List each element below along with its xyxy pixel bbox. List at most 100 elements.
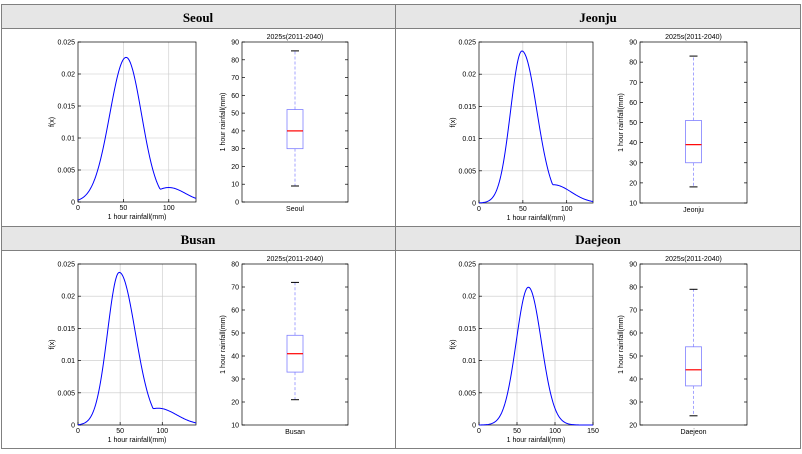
iqr-box — [685, 346, 702, 387]
x-tick-label: 100 — [156, 428, 168, 435]
x-tick-label: 50 — [116, 428, 124, 435]
box-y-tick-label: 60 — [629, 100, 637, 107]
density-plot: 0 50 100 0 0.005 0.01 0.015 0.02 0.025 1 hour rai… — [49, 262, 197, 444]
box-y-tick-label: 90 — [629, 262, 637, 269]
y-tick-label: 0.01 — [462, 358, 476, 365]
box-title: 2025s(2011-2040) — [267, 34, 324, 41]
box-plot: 20 30 40 50 60 70 80 90 2025s(2011-2040) Daejeon 1… — [618, 256, 748, 436]
header-jeonju: Jeonju — [579, 10, 617, 25]
density-plot-frame — [478, 263, 594, 426]
panel-jeonju: 0 50 100 0 0.005 0.01 0.015 0.02 0.025 1 hour rai… — [450, 34, 748, 222]
y-tick-label: 0.025 — [458, 40, 476, 47]
box-y-tick-label: 80 — [231, 57, 239, 64]
density-plot: 0 50 100 0 0.005 0.01 0.015 0.02 0.025 1 hour rai… — [450, 40, 594, 222]
box-y-axis-label: 1 hour rainfall(mm) — [618, 315, 625, 374]
box-plot: 10 20 30 40 50 60 70 80 2025s(2011-2040) Busan 1 h… — [220, 256, 349, 436]
box-plot: 10 20 30 40 50 60 70 80 90 2025s(2011-2040) Jeonju… — [618, 34, 748, 214]
box-y-tick-label: 80 — [629, 60, 637, 67]
box-x-label: Jeonju — [683, 207, 704, 214]
panel-busan: 0 50 100 0 0.005 0.01 0.015 0.02 0.025 1 hour rai… — [49, 256, 349, 444]
y-tick-label: 0.005 — [458, 168, 476, 175]
box-y-tick-label: 40 — [231, 354, 239, 361]
box-y-tick-label: 60 — [629, 331, 637, 338]
x-tick-label: 150 — [587, 428, 599, 435]
x-tick-label: 0 — [76, 205, 80, 212]
box-x-label: Daejeon — [680, 429, 706, 436]
density-plot-frame — [478, 41, 594, 204]
header-seoul: Seoul — [183, 10, 214, 25]
x-tick-label: 50 — [519, 206, 527, 213]
header-cell-busan — [2, 227, 395, 250]
box-y-tick-label: 50 — [231, 111, 239, 118]
y-tick-label: 0.01 — [61, 358, 75, 365]
box-x-label: Busan — [285, 429, 305, 436]
density-plot-area — [479, 42, 593, 203]
panel-daejeon: 0 50 100 150 0 0.005 0.01 0.015 0.02 0.025 1 hour … — [450, 256, 748, 445]
box-y-tick-label: 10 — [231, 423, 239, 430]
y-tick-label: 0.01 — [462, 136, 476, 143]
x-tick-label: 0 — [477, 428, 481, 435]
box-y-axis-label: 1 hour rainfall(mm) — [220, 315, 227, 374]
y-tick-label: 0 — [472, 201, 476, 208]
y-tick-label: 0.02 — [462, 294, 476, 301]
density-x-axis-label: 1 hour rainfall(mm) — [108, 437, 167, 444]
x-tick-label: 0 — [76, 428, 80, 435]
box-y-tick-label: 60 — [231, 308, 239, 315]
box-plot: 0 10 20 30 40 50 60 70 80 90 2025s(2011-2040) Seoul… — [220, 34, 349, 213]
header-cell-daejeon — [396, 227, 800, 250]
header-cell-jeonju — [396, 5, 800, 28]
density-y-axis-label: f(x) — [450, 339, 457, 349]
box-y-tick-label: 30 — [231, 146, 239, 153]
density-curve — [478, 286, 593, 426]
density-y-axis-label: f(x) — [49, 339, 56, 349]
y-tick-label: 0.025 — [57, 262, 75, 269]
box-y-tick-label: 70 — [629, 308, 637, 315]
box-y-tick-label: 30 — [629, 160, 637, 167]
box-y-tick-label: 20 — [629, 180, 637, 187]
box-y-tick-label: 70 — [231, 75, 239, 82]
iqr-box — [286, 109, 304, 150]
x-tick-label: 100 — [163, 205, 175, 212]
density-plot: 0 50 100 150 0 0.005 0.01 0.015 0.02 0.025 1 hour … — [450, 262, 599, 445]
box-title: 2025s(2011-2040) — [267, 256, 324, 263]
box-x-label: Seoul — [286, 206, 304, 213]
density-curve — [478, 50, 594, 204]
density-plot: 0 50 100 0 0.005 0.01 0.015 0.02 0.025 1 hour rai… — [49, 40, 197, 221]
y-tick-label: 0.015 — [57, 104, 75, 111]
x-tick-label: 100 — [561, 206, 573, 213]
y-tick-label: 0.015 — [458, 104, 476, 111]
header-daejeon: Daejeon — [575, 232, 621, 247]
box-y-tick-label: 0 — [235, 200, 239, 207]
density-curve — [77, 56, 197, 201]
x-tick-label: 50 — [513, 428, 521, 435]
box-y-tick-label: 10 — [629, 201, 637, 208]
density-plot-area — [479, 264, 593, 425]
header-busan: Busan — [181, 232, 216, 247]
box-y-tick-label: 20 — [629, 423, 637, 430]
y-tick-label: 0.005 — [57, 390, 75, 397]
y-tick-label: 0.005 — [458, 390, 476, 397]
table-grid — [1, 4, 801, 449]
density-x-axis-label: 1 hour rainfall(mm) — [507, 437, 566, 444]
x-tick-label: 50 — [119, 205, 127, 212]
density-plot-frame — [77, 41, 197, 203]
box-y-tick-label: 70 — [231, 285, 239, 292]
iqr-box — [685, 120, 702, 164]
y-tick-label: 0 — [472, 423, 476, 430]
y-tick-label: 0.015 — [57, 326, 75, 333]
density-y-axis-label: f(x) — [49, 117, 56, 127]
density-curve — [77, 271, 197, 426]
box-y-tick-label: 40 — [629, 377, 637, 384]
y-tick-label: 0.01 — [61, 136, 75, 143]
box-y-tick-label: 20 — [231, 400, 239, 407]
box-title: 2025s(2011-2040) — [665, 256, 722, 263]
box-y-tick-label: 40 — [231, 128, 239, 135]
x-tick-label: 0 — [477, 206, 481, 213]
box-y-tick-label: 40 — [629, 140, 637, 147]
density-x-axis-label: 1 hour rainfall(mm) — [108, 214, 167, 221]
box-y-axis-label: 1 hour rainfall(mm) — [220, 93, 227, 152]
box-y-axis-label: 1 hour rainfall(mm) — [618, 93, 625, 152]
x-tick-label: 100 — [549, 428, 561, 435]
